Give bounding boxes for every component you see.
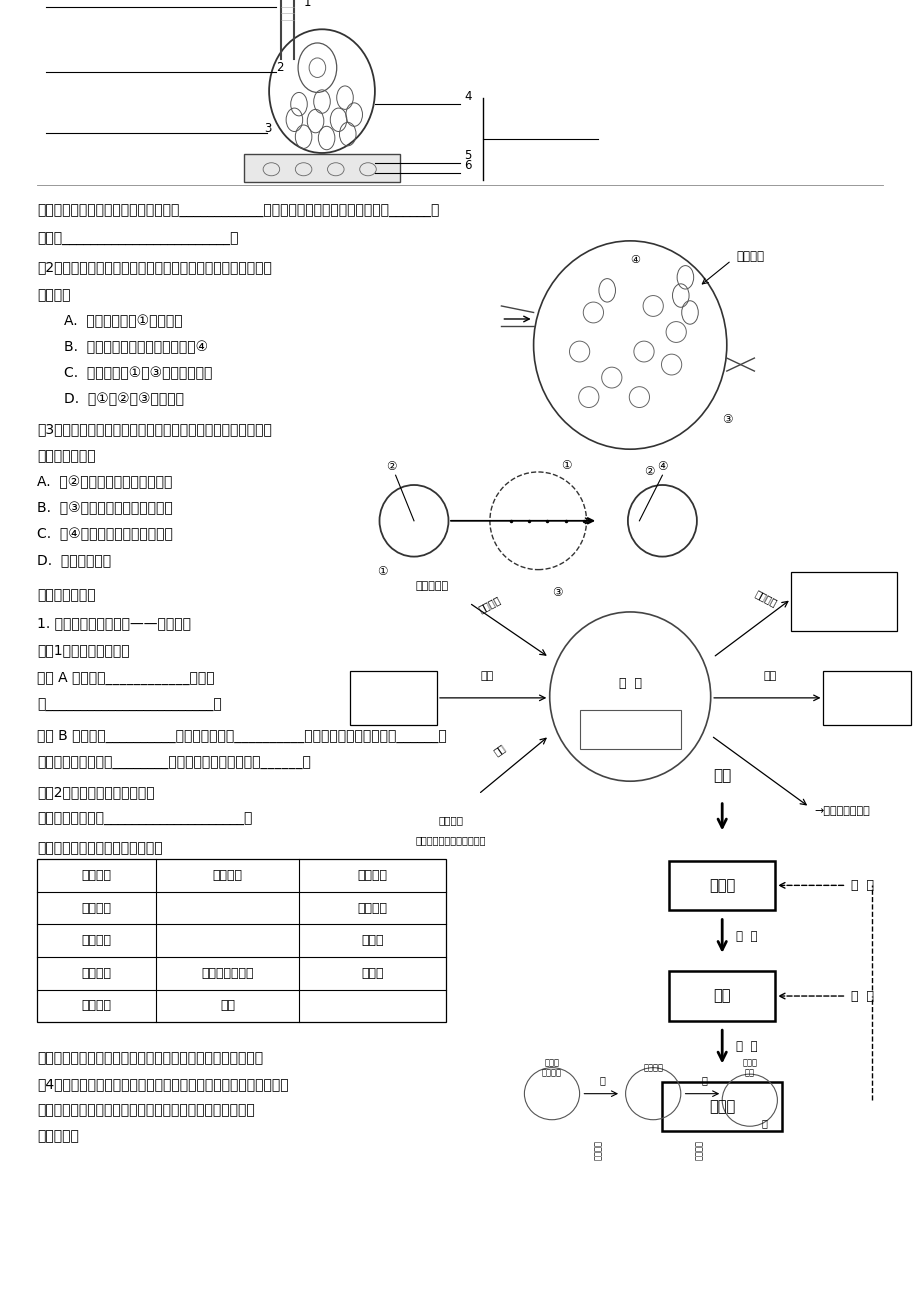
Text: 胰岛 A 细胞分泌____________，作用: 胰岛 A 细胞分泌____________，作用 <box>37 671 214 685</box>
Text: 3: 3 <box>264 122 271 135</box>
Text: 反应速度: 反应速度 <box>82 935 111 947</box>
Text: 兴奋在经过该结构时，信号转变模式是____________，兴奋在神经元之间的传递方向是______，: 兴奋在经过该结构时，信号转变模式是____________，兴奋在神经元之间的传… <box>37 204 438 219</box>
Text: C.  在④中兴奋传导是单一方向的: C. 在④中兴奋传导是单一方向的 <box>37 527 173 542</box>
Text: 甲状腺
细胞: 甲状腺 细胞 <box>742 1059 756 1077</box>
Text: ①: ① <box>377 565 387 578</box>
Text: 神经递质: 神经递质 <box>735 250 763 263</box>
Text: 1. 体液调节的主要内容——激素调节: 1. 体液调节的主要内容——激素调节 <box>37 616 190 630</box>
Bar <box>37 859 446 1022</box>
Text: B.  在③中兴奋传导是单一方向的: B. 在③中兴奋传导是单一方向的 <box>37 501 173 516</box>
Text: 错误的是: 错误的是 <box>37 288 70 302</box>
Bar <box>244 154 400 182</box>
Text: 作用时间: 作用时间 <box>82 1000 111 1012</box>
Text: ②: ② <box>643 465 653 478</box>
Text: 下丘脑
神经细胞: 下丘脑 神经细胞 <box>541 1059 562 1077</box>
Text: ③: ③ <box>721 413 732 426</box>
Text: （甘油、氨基酸、乳酸等）: （甘油、氨基酸、乳酸等） <box>415 835 485 845</box>
Text: 的激素之间的关系．研究表明物质乙是一种糖蛋白。请回答: 的激素之间的关系．研究表明物质乙是一种糖蛋白。请回答 <box>37 1103 255 1117</box>
Text: 甲状腺: 甲状腺 <box>709 1099 734 1115</box>
Bar <box>790 572 896 631</box>
Text: 毛细血管: 毛细血管 <box>593 1139 602 1160</box>
Text: 消化吸收: 消化吸收 <box>476 595 502 615</box>
Text: 垂体: 垂体 <box>712 988 731 1004</box>
Text: （  ）: （ ） <box>735 1040 756 1053</box>
Text: 准确、比较局限: 准确、比较局限 <box>201 967 254 979</box>
Text: 其它物质: 其它物质 <box>437 815 463 825</box>
Text: 短暂: 短暂 <box>220 1000 235 1012</box>
Text: 食物中的糖: 食物中的糖 <box>415 581 448 591</box>
Text: （  ）: （ ） <box>735 930 756 943</box>
Text: 注意：动物体的各项生命活动常常同时受神经和体液的调节。: 注意：动物体的各项生命活动常常同时受神经和体液的调节。 <box>37 1051 263 1065</box>
Text: 实例1：血糖平衡的调节: 实例1：血糖平衡的调节 <box>37 643 130 658</box>
Text: ④: ④ <box>630 255 639 266</box>
Text: 6: 6 <box>464 159 471 172</box>
Text: （  ）: （ ） <box>850 990 873 1003</box>
Text: 寒冷: 寒冷 <box>712 768 731 784</box>
Text: 合成: 合成 <box>763 671 776 681</box>
Bar <box>662 1082 781 1131</box>
Text: B.  兴奋传递需要的能量主要来自④: B. 兴奋传递需要的能量主要来自④ <box>64 340 209 354</box>
Text: 传导，这是因为: 传导，这是因为 <box>37 449 96 464</box>
Text: （三）神经调节和体液调节的比较: （三）神经调节和体液调节的比较 <box>37 841 163 855</box>
Text: 4: 4 <box>464 90 471 103</box>
Bar <box>349 671 437 725</box>
Bar <box>823 671 910 725</box>
Text: 胰岛素的化学本质是________，所以治疗糖尿病时只能______。: 胰岛素的化学本质是________，所以治疗糖尿病时只能______。 <box>37 756 311 771</box>
Text: 丙: 丙 <box>761 1118 766 1129</box>
Text: ②: ② <box>385 460 396 473</box>
Text: 转变: 转变 <box>492 742 506 758</box>
Text: D.  由①、②、③构成突触: D. 由①、②、③构成突触 <box>64 392 184 406</box>
Text: 分解: 分解 <box>481 671 494 681</box>
Text: →脂肪、氨基酸等: →脂肪、氨基酸等 <box>813 806 869 816</box>
Text: 2: 2 <box>276 61 283 74</box>
Text: 1: 1 <box>303 0 311 9</box>
Text: 毛细血管: 毛细血管 <box>694 1139 703 1160</box>
Text: ④: ④ <box>656 460 667 473</box>
Text: ③: ③ <box>551 586 562 599</box>
Text: 下列问题。: 下列问题。 <box>37 1129 79 1143</box>
Text: （二）体液调节: （二）体液调节 <box>37 589 96 603</box>
Text: 实例2：甲状腺激素的分级调节: 实例2：甲状腺激素的分级调节 <box>37 785 154 799</box>
Bar <box>669 861 774 910</box>
Text: 下丘脑: 下丘脑 <box>709 878 734 893</box>
Text: 这种调节方式叫做____________________。: 这种调节方式叫做____________________。 <box>37 812 252 827</box>
Text: 甲: 甲 <box>599 1075 605 1086</box>
Bar <box>669 971 774 1021</box>
Text: C.  兴奋可以在①和③之间双向传递: C. 兴奋可以在①和③之间双向传递 <box>64 366 212 380</box>
Text: 胰岛 B 细胞分泌__________，其作用结果是__________，两种激素之间的关系是______，: 胰岛 B 细胞分泌__________，其作用结果是__________，两种激… <box>37 729 446 743</box>
Text: D.  以上说法都对: D. 以上说法都对 <box>37 553 111 568</box>
Text: ①: ① <box>561 458 571 471</box>
Text: 例3．下图所示为反射弧示意简图，兴奋在反射弧中按单一方向: 例3．下图所示为反射弧示意简图，兴奋在反射弧中按单一方向 <box>37 422 271 436</box>
Text: 是________________________；: 是________________________； <box>37 698 221 712</box>
Text: 垂体细胞: 垂体细胞 <box>642 1064 663 1072</box>
Text: 氧化分解: 氧化分解 <box>753 589 778 608</box>
Text: 较缓慢: 较缓慢 <box>361 935 383 947</box>
Text: 原因是________________________。: 原因是________________________。 <box>37 232 238 246</box>
Text: A.  在②中兴奋传导是单一方向的: A. 在②中兴奋传导是单一方向的 <box>37 475 172 490</box>
Text: 体液运输: 体液运输 <box>357 902 387 914</box>
Text: 较广泛: 较广泛 <box>361 967 383 979</box>
Text: 比较项目: 比较项目 <box>82 870 111 881</box>
Text: 体液调节: 体液调节 <box>357 870 387 881</box>
Text: 乙: 乙 <box>700 1075 706 1086</box>
Text: 血  糖: 血 糖 <box>618 677 641 690</box>
Text: 作用范围: 作用范围 <box>82 967 111 979</box>
Text: 例4：右图表示下丘脑神经细胞、垂体细胞、甲状腺细胞及它们分泌: 例4：右图表示下丘脑神经细胞、垂体细胞、甲状腺细胞及它们分泌 <box>37 1077 289 1091</box>
Text: 例2：右图是兴奋在神经元之间传递的示意图，关于此图的描述: 例2：右图是兴奋在神经元之间传递的示意图，关于此图的描述 <box>37 260 271 275</box>
Text: 作用途径: 作用途径 <box>82 902 111 914</box>
Text: 神经调节: 神经调节 <box>212 870 243 881</box>
Bar <box>579 710 680 749</box>
Text: A.  神经递质是从①处释放的: A. 神经递质是从①处释放的 <box>64 314 183 328</box>
Text: （  ）: （ ） <box>850 879 873 892</box>
Text: 5: 5 <box>464 148 471 161</box>
